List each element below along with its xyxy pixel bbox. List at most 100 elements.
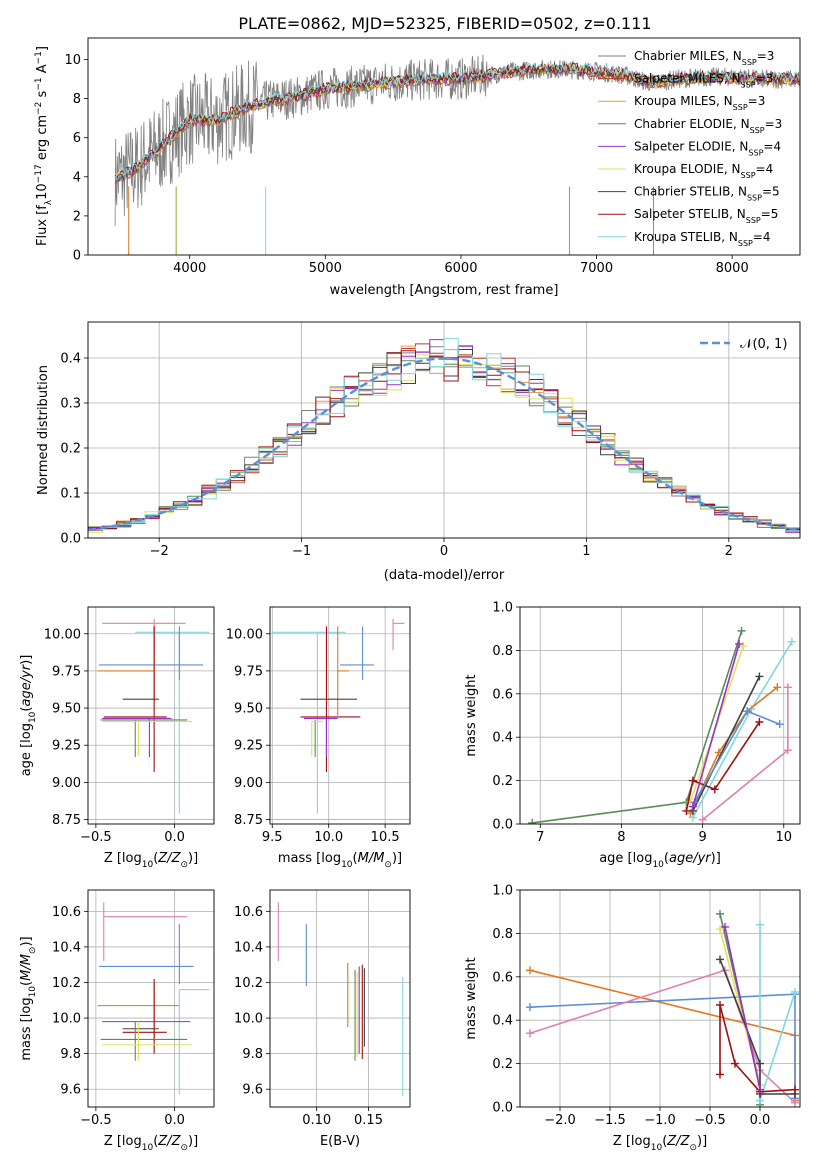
legend-label: Salpeter ELODIE, NSSP=4 (634, 139, 781, 157)
data-point-marker (721, 922, 729, 931)
model-spectrum-line (114, 64, 800, 184)
plot-area (526, 909, 799, 1107)
legend-label: Kroupa STELIB, NSSP=4 (634, 230, 771, 248)
x-tick-label: −0.5 (80, 830, 112, 845)
label-part: 10 (28, 986, 38, 998)
plot-area (114, 54, 800, 255)
y-tick-label: 0.2 (492, 1057, 513, 1072)
legend-label: Chabrier STELIB, NSSP=5 (634, 185, 780, 203)
label-part: M/M (358, 851, 385, 866)
x-tick-label: −1.5 (594, 1113, 626, 1128)
mass-weight-line (702, 687, 789, 821)
observed-spectrum-line (114, 54, 800, 226)
x-tick-label: −1 (292, 544, 311, 559)
data-point-marker (710, 785, 719, 794)
x-axis-label: (data-model)/error (384, 568, 505, 583)
mass-weight-line (529, 993, 796, 1099)
label-part: 10 (652, 860, 664, 870)
x-tick-label: −0.5 (694, 1113, 726, 1128)
legend-subscript: SSP (747, 193, 762, 202)
plot-area (88, 338, 800, 533)
data-point-marker (787, 637, 796, 646)
legend-model-name: Chabrier MILES, N (634, 49, 742, 63)
residual-histogram (88, 350, 800, 531)
label-part: age/yr (19, 663, 34, 706)
y-tick-label: 9.75 (52, 664, 81, 679)
y-tick-label: 0.0 (60, 532, 81, 547)
data-point-marker (783, 746, 792, 755)
y-tick-label: 10.00 (44, 627, 81, 642)
x-tick-label: 7000 (580, 261, 613, 276)
y-axis-label: mass [log10(M/M⊙)] (19, 936, 38, 1060)
data-point-marker (716, 909, 724, 918)
data-point-marker (756, 1085, 764, 1094)
label-part: ( (153, 851, 158, 866)
y-axis-label: mass weight (464, 957, 479, 1039)
legend-model-name: Chabrier ELODIE, N (634, 117, 750, 131)
data-point-marker (791, 1085, 799, 1094)
x-tick-label: 4000 (173, 261, 206, 276)
x-tick-label: 10 (775, 830, 792, 845)
y-tick-label: 0.3 (60, 397, 81, 412)
y-tick-label: 0.8 (492, 644, 513, 659)
y-tick-label: 0.2 (492, 774, 513, 789)
label-part: −1 (34, 77, 44, 90)
legend-nssp: =5 (761, 207, 779, 221)
y-tick-label: 9.00 (234, 776, 263, 791)
label-part: ( (353, 851, 358, 866)
y-tick-label: 9.00 (52, 776, 81, 791)
label-part: Flux [f (35, 205, 50, 246)
axes-frame (87, 321, 801, 539)
label-part: )] (188, 851, 198, 866)
data-point-marker (743, 707, 752, 716)
y-tick-label: 9.6 (242, 1083, 263, 1098)
y-tick-label: 1.0 (492, 601, 513, 616)
mass-vs-ebv-panel: 0.10 0.15 9.6 9.8 10.0 10.2 10.4 10.6 E(B-V) (234, 889, 411, 1149)
x-axis-label: Z [log10(Z/Z⊙)] (104, 851, 198, 870)
x-tick-label: −1.0 (644, 1113, 676, 1128)
legend-label: Salpeter STELIB, NSSP=5 (634, 207, 778, 225)
x-axis-label: E(B-V) (320, 1134, 360, 1149)
legend-label: Kroupa MILES, NSSP=3 (634, 94, 765, 112)
y-tick-label: 0.1 (60, 487, 81, 502)
label-part: Z [log (104, 1134, 142, 1149)
label-part: A (35, 64, 50, 77)
label-part: )] (19, 936, 34, 946)
data-point-marker (756, 920, 764, 929)
y-tick-label: 0.0 (492, 818, 513, 833)
residuals-panel: −2 −1 0 1 2 0.0 0.1 0.2 0.3 0.4 𝒩(0, 1) (data-model… (36, 321, 801, 583)
data-point-marker (747, 704, 756, 713)
model-spectrum-line (114, 60, 800, 181)
axes-frame (269, 606, 411, 825)
legend-nssp: =3 (748, 94, 766, 108)
x-tick-label: 0.10 (302, 1113, 331, 1128)
legend-subscript: SSP (733, 103, 748, 112)
legend-label: Chabrier ELODIE, NSSP=3 (634, 117, 782, 135)
y-tick-label: 10.2 (234, 976, 263, 991)
y-tick-label: 10.0 (234, 1012, 263, 1027)
x-tick-label: 5000 (309, 261, 342, 276)
legend-model-name: Kroupa ELODIE, N (634, 162, 741, 176)
mass-weight-line (724, 926, 761, 1090)
figure-title: PLATE=0862, MJD=52325, FIBERID=0502, z=0… (238, 14, 651, 33)
y-tick-label: 0.0 (492, 1101, 513, 1116)
plot-area (277, 902, 404, 1097)
label-part: 10 (142, 860, 154, 870)
y-tick-label: 4 (73, 170, 81, 185)
x-tick-label: −2 (150, 544, 169, 559)
label-part: ⊙ (689, 1143, 697, 1153)
data-point-marker (682, 806, 691, 815)
mass-vs-metallicity-panel: −0.5 0.09.69.810.010.210.410.6Z [log10(Z/… (19, 889, 215, 1153)
label-part: −2 (34, 102, 44, 115)
y-tick-label: 9.8 (242, 1047, 263, 1062)
label-part: s (35, 90, 50, 101)
x-axis-label: age [log10(age/yr)] (599, 851, 721, 870)
mass-weight-line (692, 641, 793, 818)
label-part: age [log (19, 723, 34, 776)
label-part: 10 (35, 183, 50, 200)
legend-nssp: =3 (765, 117, 783, 131)
legend-model-name: Kroupa STELIB, N (634, 230, 738, 244)
label-part: ⊙ (180, 1143, 188, 1153)
model-spectrum-line (114, 62, 799, 181)
legend-nssp: =4 (763, 139, 781, 153)
